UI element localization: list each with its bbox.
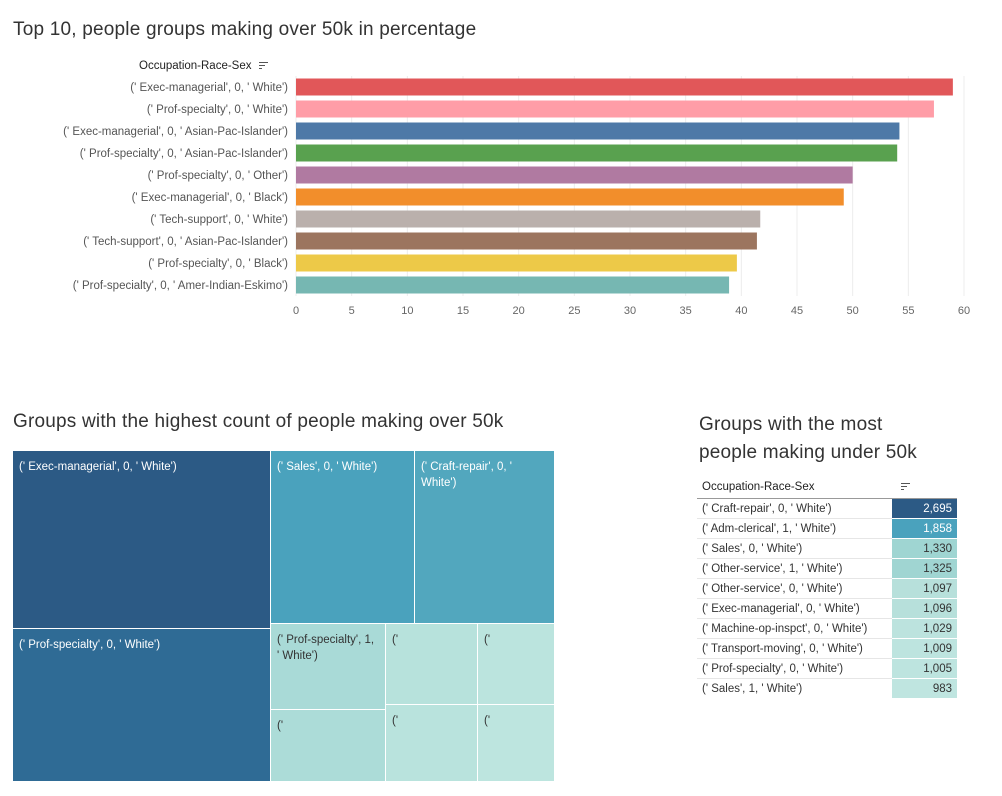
x-tick-label: 20: [513, 305, 525, 317]
table-row[interactable]: (' Machine-op-inspct', 0, ' White') 1,029: [697, 618, 957, 639]
bar[interactable]: [296, 78, 953, 96]
x-tick-label: 5: [349, 305, 355, 317]
category-label: (' Prof-specialty', 0, ' White'): [147, 104, 288, 116]
bar[interactable]: [296, 188, 844, 206]
table-row[interactable]: (' Sales', 1, ' White') 983: [697, 678, 957, 698]
row-label: (' Transport-moving', 0, ' White'): [697, 638, 892, 659]
bar-chart: 0 5 10 15 20 25 30 35 40 45 50 55 60 (' Exec-manageri…: [63, 76, 970, 317]
table-row[interactable]: (' Craft-repair', 0, ' White') 2,695: [697, 498, 957, 519]
treemap-tile-label: (': [392, 715, 399, 727]
row-value: 1,330: [892, 538, 957, 559]
row-label: (' Machine-op-inspct', 0, ' White'): [697, 618, 892, 639]
row-value: 983: [892, 678, 957, 698]
treemap-tile[interactable]: (': [478, 705, 555, 782]
x-tick-label: 40: [735, 305, 747, 317]
x-tick-label: 35: [680, 305, 692, 317]
category-label: (' Tech-support', 0, ' Asian-Pac-Islande…: [83, 236, 288, 248]
row-value: 1,858: [892, 518, 957, 539]
under-50k-table: Occupation-Race-Sex (' Craft-repair', 0,…: [697, 476, 957, 698]
x-tick-label: 55: [902, 305, 914, 317]
row-label: (' Sales', 0, ' White'): [697, 538, 892, 559]
row-value: 1,029: [892, 618, 957, 639]
category-label: (' Prof-specialty', 0, ' Asian-Pac-Islan…: [80, 148, 288, 160]
bar-chart-title: Top 10, people groups making over 50k in…: [13, 19, 477, 40]
treemap: (' Exec-managerial', 0, ' White') (' Prof…: [13, 451, 555, 782]
treemap-tile[interactable]: (' Prof-specialty', 0, ' White'): [13, 629, 271, 782]
category-label: (' Exec-managerial', 0, ' White'): [130, 82, 288, 94]
x-tick-label: 15: [457, 305, 469, 317]
row-value: 1,009: [892, 638, 957, 659]
row-label: (' Adm-clerical', 1, ' White'): [697, 518, 892, 539]
bar[interactable]: [296, 254, 737, 272]
row-label: (' Exec-managerial', 0, ' White'): [697, 598, 892, 619]
row-label: (' Sales', 1, ' White'): [697, 678, 892, 698]
table-row[interactable]: (' Exec-managerial', 0, ' White') 1,096: [697, 598, 957, 619]
sort-icon[interactable]: [901, 482, 910, 491]
treemap-tile-label: (': [392, 634, 399, 646]
row-value: 2,695: [892, 498, 957, 519]
bar[interactable]: [296, 144, 898, 162]
category-label: (' Tech-support', 0, ' White'): [150, 214, 288, 226]
table-field-header[interactable]: Occupation-Race-Sex: [697, 476, 892, 499]
row-label: (' Prof-specialty', 0, ' White'): [697, 658, 892, 679]
table-title-line1: Groups with the most: [699, 414, 883, 435]
treemap-tile[interactable]: (' Sales', 0, ' White'): [271, 451, 415, 624]
treemap-tile[interactable]: (': [271, 710, 386, 782]
treemap-tile-label: (': [484, 715, 491, 727]
sort-icon[interactable]: [258, 61, 268, 70]
treemap-title: Groups with the highest count of people …: [13, 411, 504, 432]
category-label: (' Exec-managerial', 0, ' Asian-Pac-Isla…: [63, 126, 288, 138]
category-label: (' Exec-managerial', 0, ' Black'): [132, 192, 289, 204]
treemap-tile-label: (' Prof-specialty', 0, ' White'): [19, 639, 161, 651]
x-tick-label: 25: [568, 305, 580, 317]
table-row[interactable]: (' Transport-moving', 0, ' White') 1,009: [697, 638, 957, 659]
bar[interactable]: [296, 166, 853, 184]
x-tick-label: 50: [847, 305, 859, 317]
treemap-tile-label: (': [484, 634, 491, 646]
bar-field-header[interactable]: Occupation-Race-Sex: [139, 60, 268, 72]
treemap-tile[interactable]: (': [386, 624, 478, 705]
table-title-line2: people making under 50k: [699, 442, 917, 463]
table-row[interactable]: (' Sales', 0, ' White') 1,330: [697, 538, 957, 559]
x-tick-label: 60: [958, 305, 970, 317]
bar[interactable]: [296, 122, 900, 140]
table-row[interactable]: (' Other-service', 0, ' White') 1,097: [697, 578, 957, 599]
treemap-tile-label: (' Exec-managerial', 0, ' White'): [19, 461, 177, 473]
treemap-tile-label: (' Sales', 0, ' White'): [277, 461, 378, 473]
table-header-row: Occupation-Race-Sex: [697, 476, 957, 499]
treemap-tile[interactable]: (' Exec-managerial', 0, ' White'): [13, 451, 271, 629]
bar[interactable]: [296, 210, 761, 228]
x-tick-label: 0: [293, 305, 299, 317]
row-label: (' Other-service', 0, ' White'): [697, 578, 892, 599]
treemap-tile[interactable]: (' Prof-specialty', 1, ' White'): [271, 624, 386, 710]
row-value: 1,097: [892, 578, 957, 599]
table-row[interactable]: (' Adm-clerical', 1, ' White') 1,858: [697, 518, 957, 539]
row-value: 1,325: [892, 558, 957, 579]
treemap-tile[interactable]: (': [478, 624, 555, 705]
x-tick-label: 45: [791, 305, 803, 317]
x-tick-label: 10: [401, 305, 413, 317]
treemap-tile-label: (': [277, 720, 284, 732]
table-field-label: Occupation-Race-Sex: [702, 481, 815, 493]
category-label: (' Prof-specialty', 0, ' Amer-Indian-Esk…: [73, 280, 288, 292]
treemap-tile[interactable]: (': [386, 705, 478, 782]
treemap-tile-label: (' Prof-specialty', 1, ' White'): [277, 634, 375, 662]
table-row[interactable]: (' Other-service', 1, ' White') 1,325: [697, 558, 957, 579]
table-row[interactable]: (' Prof-specialty', 0, ' White') 1,005: [697, 658, 957, 679]
treemap-tile[interactable]: (' Craft-repair', 0, ' White'): [415, 451, 555, 624]
table-sort-header[interactable]: [892, 476, 957, 499]
row-label: (' Craft-repair', 0, ' White'): [697, 498, 892, 519]
bar[interactable]: [296, 276, 730, 294]
category-label: (' Prof-specialty', 0, ' Black'): [148, 258, 288, 270]
row-value: 1,096: [892, 598, 957, 619]
bar[interactable]: [296, 232, 757, 250]
category-label: (' Prof-specialty', 0, ' Other'): [148, 170, 289, 182]
bar[interactable]: [296, 100, 934, 118]
bar-field-label: Occupation-Race-Sex: [139, 60, 252, 72]
table-title: Groups with the most people making under…: [699, 411, 979, 467]
x-tick-label: 30: [624, 305, 636, 317]
treemap-tile-label: (' Craft-repair', 0, ' White'): [421, 461, 512, 489]
row-label: (' Other-service', 1, ' White'): [697, 558, 892, 579]
row-value: 1,005: [892, 658, 957, 679]
